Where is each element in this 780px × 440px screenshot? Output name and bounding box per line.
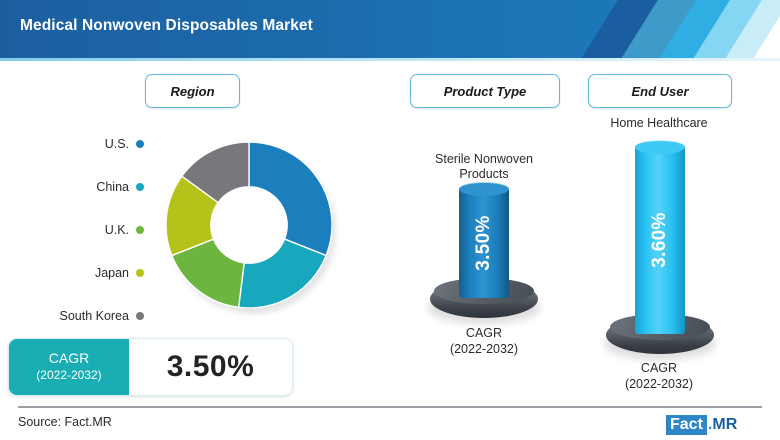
end-user-foot-period: (2022-2032) <box>624 377 694 391</box>
cagr-summary-label-panel: CAGR (2022-2032) <box>9 339 129 395</box>
panel-title-product-type: Product Type <box>410 74 560 108</box>
product-type-value: 3.50% <box>473 215 494 271</box>
legend-item: South Korea <box>14 294 144 337</box>
end-user-footer: CAGR (2022-2032) <box>625 360 693 392</box>
legend-color-dot <box>136 225 144 234</box>
legend-label: Japan <box>94 265 129 280</box>
cagr-summary-value: 3.50% <box>129 339 292 395</box>
product-type-footer: CAGR (2022-2032) <box>450 325 518 357</box>
legend-label: U.S. <box>104 136 129 151</box>
legend-label: South Korea <box>59 308 130 323</box>
legend-color-dot <box>136 139 144 148</box>
end-user-value: 3.60% <box>649 212 670 268</box>
legend-color-dot <box>136 268 144 277</box>
legend-label: U.K. <box>104 222 129 237</box>
legend-item: U.K. <box>14 208 144 251</box>
product-type-name-line2: Products <box>459 167 509 181</box>
legend-label: China <box>96 179 129 194</box>
end-user-foot-label: CAGR <box>640 361 678 375</box>
end-user-name-text: Home Healthcare <box>610 116 708 130</box>
logo-mr-text: MR <box>712 416 738 433</box>
legend-color-dot <box>136 182 144 191</box>
donut-slice <box>237 238 328 308</box>
source-label: Source: Fact.MR <box>18 415 112 429</box>
region-donut-chart <box>166 142 336 314</box>
cylinder-top-ellipse <box>459 182 509 196</box>
logo-fact-text: Fact <box>666 414 707 435</box>
legend-item: Japan <box>14 251 144 294</box>
cagr-summary-period: (2022-2032) <box>36 368 102 382</box>
cylinder-side <box>635 146 685 334</box>
panel-title-end-user: End User <box>588 74 732 108</box>
header-underline <box>0 58 780 61</box>
logo-dot: . <box>707 416 713 433</box>
legend-item: China <box>14 165 144 208</box>
panel-title-region: Region <box>145 74 240 108</box>
product-type-name-line1: Sterile Nonwoven <box>435 152 533 166</box>
region-legend: U.S. China U.K. Japan South Korea <box>14 122 144 337</box>
cagr-summary-label: CAGR <box>48 350 90 366</box>
footer-divider <box>18 406 762 408</box>
product-type-cylinder-group: Sterile Nonwoven Products 3.50% CAGR (20… <box>410 152 558 356</box>
end-user-name: Home Healthcare <box>610 116 707 131</box>
cylinder-top-ellipse <box>635 140 685 154</box>
product-type-foot-period: (2022-2032) <box>449 342 519 356</box>
header-banner: Medical Nonwoven Disposables Market <box>0 0 780 58</box>
product-type-name: Sterile Nonwoven Products <box>435 152 533 182</box>
cagr-summary-box: CAGR (2022-2032) 3.50% <box>8 338 293 396</box>
product-type-bar: 3.50% <box>459 182 509 298</box>
legend-item: U.S. <box>14 122 144 165</box>
page-title: Medical Nonwoven Disposables Market <box>20 17 313 34</box>
cylinder-side <box>459 188 509 298</box>
end-user-bar: 3.60% <box>635 140 685 334</box>
end-user-cylinder-group: Home Healthcare 3.60% CAGR (2022-2032) <box>588 116 730 391</box>
factmr-logo: Fact . MR <box>666 414 737 435</box>
legend-color-dot <box>136 311 144 320</box>
donut-center-hole <box>211 187 287 263</box>
product-type-foot-label: CAGR <box>465 326 503 340</box>
